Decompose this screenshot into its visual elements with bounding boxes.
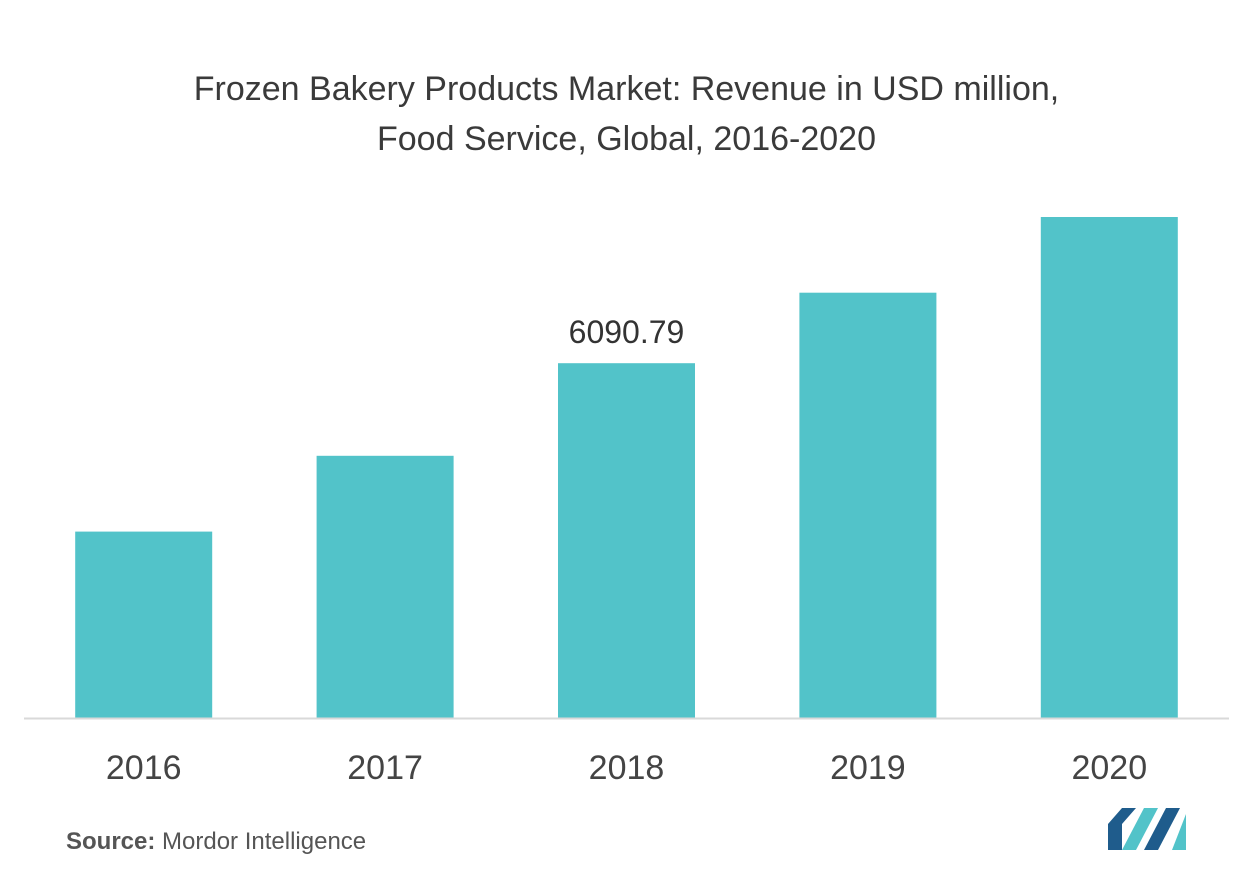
x-tick-label-2017: 2017 [347, 749, 423, 787]
x-tick-label-2016: 2016 [106, 749, 182, 787]
x-tick-label-2020: 2020 [1071, 749, 1147, 787]
x-tick-label-2018: 2018 [589, 749, 665, 787]
bar-2020 [1040, 217, 1178, 718]
chart-title-line-2: Food Service, Global, 2016-2020 [377, 120, 876, 158]
chart-title-line-1: Frozen Bakery Products Market: Revenue i… [193, 70, 1060, 108]
bar-2019 [799, 292, 937, 718]
bar-2016 [75, 531, 213, 718]
data-label-2018: 6090.79 [569, 314, 685, 350]
bar-2017 [316, 455, 454, 718]
mordor-logo-icon [1108, 808, 1186, 850]
source-note: Source: Mordor Intelligence [66, 828, 366, 856]
bar-2018 [558, 363, 695, 718]
source-name: Mordor Intelligence [162, 828, 367, 855]
chart-title: Frozen Bakery Products Market: Revenue i… [0, 64, 1253, 164]
source-label: Source: [66, 828, 156, 855]
x-tick-label-2019: 2019 [830, 749, 906, 787]
